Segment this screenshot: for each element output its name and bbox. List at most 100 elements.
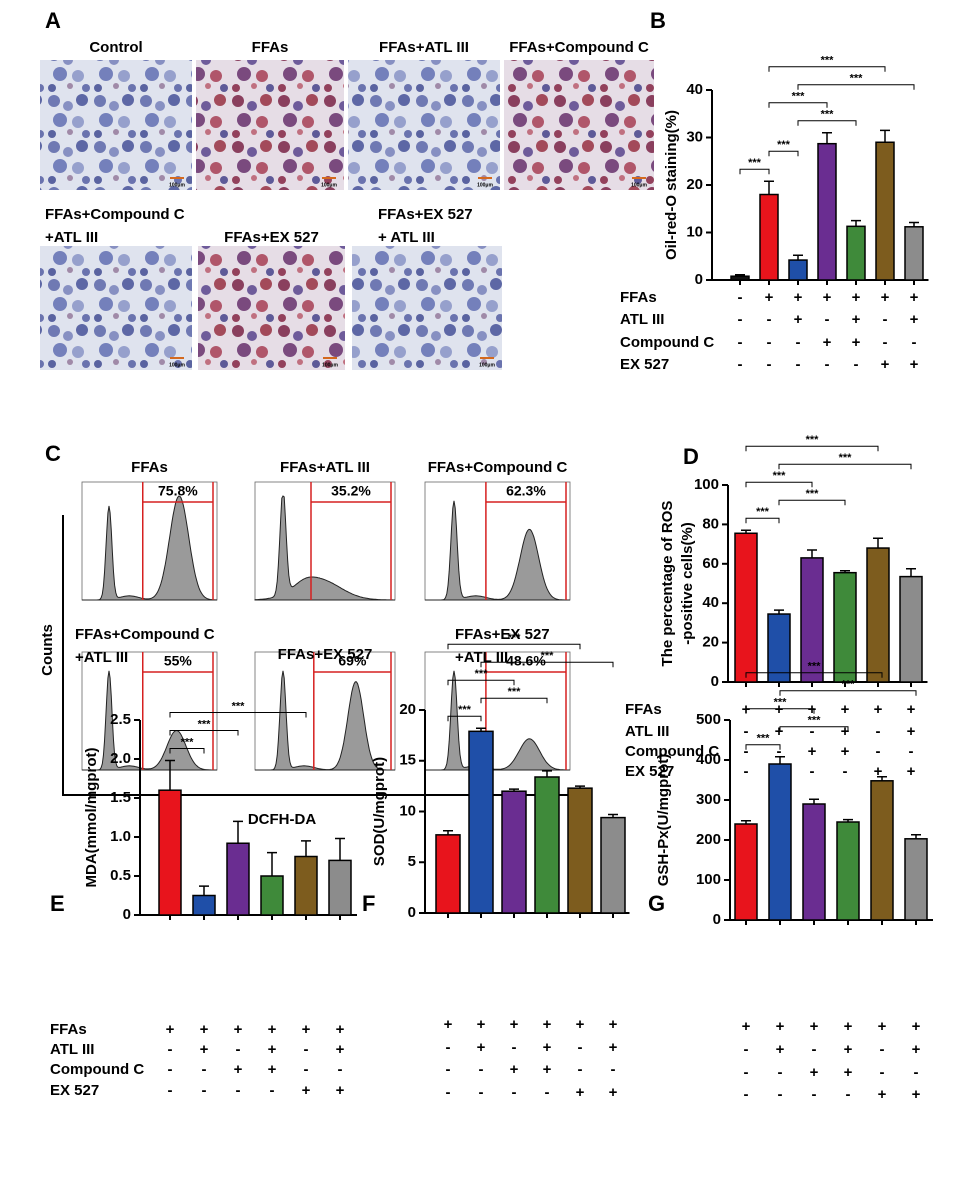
y-axis-label: GSH-Px(U/mgprot): [655, 754, 672, 887]
plot-title: FFAs+EX 527: [455, 626, 550, 643]
condition-label: Compound C: [50, 1061, 144, 1078]
image-title: Control: [89, 39, 142, 56]
condition-sign: -: [810, 763, 815, 780]
significance-label: ***: [821, 55, 835, 67]
error-bar: [809, 798, 819, 804]
condition-sign: -: [304, 1041, 309, 1058]
gate: [142, 482, 214, 600]
condition-sign: -: [578, 1039, 583, 1056]
condition-sign: -: [168, 1041, 173, 1058]
condition-sign: -: [578, 1061, 583, 1078]
condition-sign: -: [912, 334, 917, 351]
plot-title: +ATL III: [75, 649, 128, 666]
significance-label: ***: [773, 470, 787, 482]
condition-sign: +: [543, 1039, 552, 1056]
bar: [328, 859, 352, 916]
condition-sign: +: [841, 743, 850, 760]
gate-label: 69%: [338, 653, 367, 669]
significance-bracket: [480, 697, 548, 704]
scale-bar-label: 100μm: [479, 362, 495, 368]
condition-sign: -: [236, 1041, 241, 1058]
significance-label: ***: [541, 650, 555, 662]
condition-sign: +: [823, 334, 832, 351]
significance-bracket: [797, 84, 915, 90]
significance-bracket: [447, 643, 581, 650]
bar: [768, 763, 792, 921]
bar: [836, 821, 860, 921]
scale-bar-label: 100μm: [169, 362, 185, 368]
error-bar: [476, 727, 486, 732]
significance-label: ***: [756, 506, 770, 518]
condition-sign: -: [304, 1061, 309, 1078]
significance-label: ***: [808, 715, 822, 727]
histogram: [82, 670, 217, 771]
significance-bracket: [768, 150, 799, 157]
condition-sign: +: [912, 1018, 921, 1035]
gate: [485, 482, 567, 600]
significance-label: ***: [458, 704, 472, 716]
condition-sign: -: [512, 1039, 517, 1056]
significance-bracket: [745, 517, 780, 524]
image-title: FFAs+Compound C: [509, 39, 649, 56]
y-tick-label: 500: [696, 711, 721, 728]
condition-sign: -: [796, 356, 801, 373]
y-tick-label: 40: [702, 594, 719, 611]
significance-label: ***: [806, 434, 820, 446]
condition-sign: +: [510, 1061, 519, 1078]
condition-sign: +: [841, 701, 850, 718]
condition-sign: -: [778, 1064, 783, 1081]
condition-sign: -: [744, 763, 749, 780]
y-tick-label: 40: [686, 81, 703, 98]
micrograph: [348, 60, 500, 190]
y-tick-label: 100: [694, 476, 719, 493]
condition-sign: +: [477, 1039, 486, 1056]
error-bar: [840, 569, 850, 573]
significance-bracket: [745, 744, 781, 750]
condition-sign: +: [268, 1041, 277, 1058]
condition-sign: -: [846, 1086, 851, 1103]
condition-sign: -: [744, 1041, 749, 1058]
y-tick-label: 1.0: [110, 828, 131, 845]
condition-sign: +: [576, 1016, 585, 1033]
histogram: [82, 495, 218, 601]
condition-sign: -: [738, 311, 743, 328]
condition-sign: +: [234, 1061, 243, 1078]
bar: [788, 259, 808, 281]
condition-sign: +: [609, 1039, 618, 1056]
bar: [759, 193, 779, 281]
histogram-frame: [254, 651, 396, 771]
condition-sign: -: [446, 1039, 451, 1056]
micrograph: [196, 60, 344, 190]
condition-sign: +: [268, 1061, 277, 1078]
condition-sign: -: [883, 334, 888, 351]
condition-sign: +: [200, 1021, 209, 1038]
bar: [802, 803, 826, 921]
condition-sign: +: [794, 289, 803, 306]
condition-sign: +: [808, 701, 817, 718]
condition-sign: +: [810, 1064, 819, 1081]
condition-sign: +: [477, 1016, 486, 1033]
significance-bracket: [768, 66, 886, 72]
panel-letter: A: [45, 8, 61, 33]
bar: [226, 842, 250, 916]
y-tick-label: 200: [696, 831, 721, 848]
condition-sign: +: [794, 311, 803, 328]
condition-sign: +: [810, 1018, 819, 1035]
bar: [734, 823, 758, 921]
condition-sign: +: [852, 334, 861, 351]
condition-label: EX 527: [625, 763, 674, 780]
error-bar: [906, 567, 916, 577]
error-bar: [443, 830, 453, 835]
condition-sign: +: [808, 743, 817, 760]
condition-sign: -: [236, 1082, 241, 1099]
significance-bracket: [745, 481, 813, 488]
gate-label: 35.2%: [331, 483, 371, 499]
significance-bracket: [447, 679, 515, 686]
condition-sign: +: [844, 1064, 853, 1081]
significance-bracket: [778, 463, 912, 470]
bar: [904, 838, 928, 921]
error-bar: [873, 537, 883, 549]
condition-sign: +: [907, 701, 916, 718]
error-bar: [775, 756, 785, 764]
